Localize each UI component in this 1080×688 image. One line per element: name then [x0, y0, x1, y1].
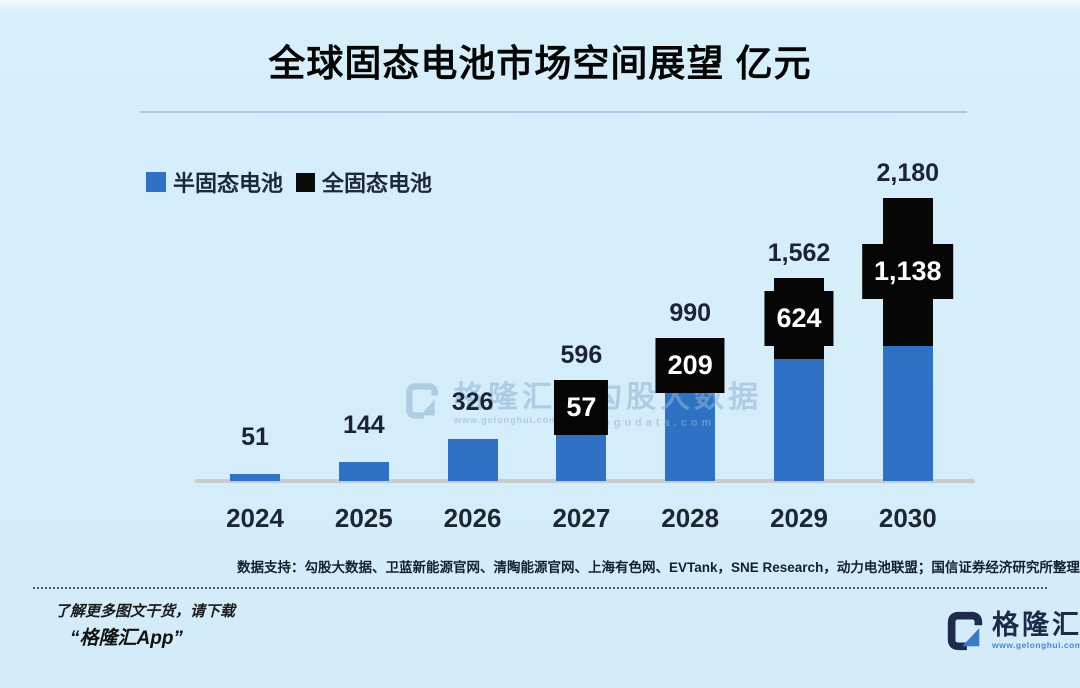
bar-all-solid-value-2030: 1,138 — [862, 244, 954, 300]
legend-item-semi-solid: 半固态电池 — [146, 166, 283, 198]
x-tick-2030: 2030 — [878, 503, 937, 533]
bar-all-solid-value-2028: 209 — [655, 338, 725, 394]
brand-text-block: 格隆汇 www.gelonghui.com — [992, 610, 1080, 651]
bar-all-solid-value-2027: 57 — [554, 379, 609, 435]
bar-total-value-2024: 51 — [241, 423, 269, 452]
x-tick-2029: 2029 — [770, 503, 828, 533]
x-axis-baseline — [195, 479, 975, 483]
brand-url: www.gelonghui.com — [992, 640, 1080, 651]
bar-semi-solid-2025 — [338, 462, 389, 481]
page-title: 全球固态电池市场空间展望 亿元 — [268, 43, 812, 84]
x-tick-2024: 2024 — [226, 503, 284, 533]
legend-label-all-solid: 全固态电池 — [322, 171, 433, 196]
gelonghui-logo-icon — [947, 611, 983, 651]
legend-item-all-solid: 全固态电池 — [296, 166, 432, 198]
x-tick-2026: 2026 — [443, 503, 502, 533]
bar-total-value-2030: 2,180 — [876, 158, 940, 187]
bar-total-value-2026: 326 — [451, 387, 494, 416]
x-tick-2028: 2028 — [661, 503, 720, 533]
bar-total-value-2027: 596 — [560, 340, 603, 369]
legend-swatch-semi-solid-icon — [146, 172, 166, 192]
bar-total-value-2025: 144 — [342, 411, 385, 440]
bar-total-value-2028: 990 — [669, 299, 712, 328]
bar-semi-solid-2028 — [665, 379, 716, 481]
bar-total-value-2029: 1,562 — [767, 238, 831, 267]
x-tick-2027: 2027 — [552, 503, 611, 533]
legend-swatch-all-solid-icon — [296, 172, 316, 192]
brand-footer: 格隆汇 www.gelonghui.com — [944, 610, 1080, 652]
gelonghui-watermark-logo-icon — [406, 383, 438, 419]
promo-text: 了解更多图文干货，请下载 — [55, 603, 236, 620]
watermark-partner-url: gogudata.com — [592, 417, 716, 429]
top-divider — [140, 111, 967, 113]
watermark-brand-block: 格隆汇 www.gelonghui.com — [454, 381, 558, 425]
x-tick-2025: 2025 — [334, 503, 393, 533]
bar-semi-solid-2026 — [447, 438, 498, 481]
legend-label-semi-solid: 半固态电池 — [173, 171, 284, 196]
brand-name: 格隆汇 — [992, 610, 1080, 640]
promo-app-name: “格隆汇App” — [70, 628, 183, 649]
bar-semi-solid-2029 — [774, 359, 824, 481]
bar-semi-solid-2024 — [230, 474, 280, 481]
data-source-note: 数据支持：勾股大数据、卫蓝新能源官网、清陶能源官网、上海有色网、EVTank，S… — [237, 560, 1080, 575]
plot-area: 51 2024 144 2025 326 2026 57 596 2027 209 990 2028 6… — [195, 120, 975, 533]
bar-all-solid-value-2029: 624 — [764, 291, 834, 346]
dotted-divider — [33, 587, 1047, 589]
watermark-brand-url: www.gelonghui.com — [454, 415, 559, 425]
chart-legend: 半固态电池 全固态电池 — [146, 166, 432, 198]
bar-semi-solid-2030 — [882, 345, 933, 481]
watermark-brand-name: 格隆汇 — [454, 381, 556, 414]
